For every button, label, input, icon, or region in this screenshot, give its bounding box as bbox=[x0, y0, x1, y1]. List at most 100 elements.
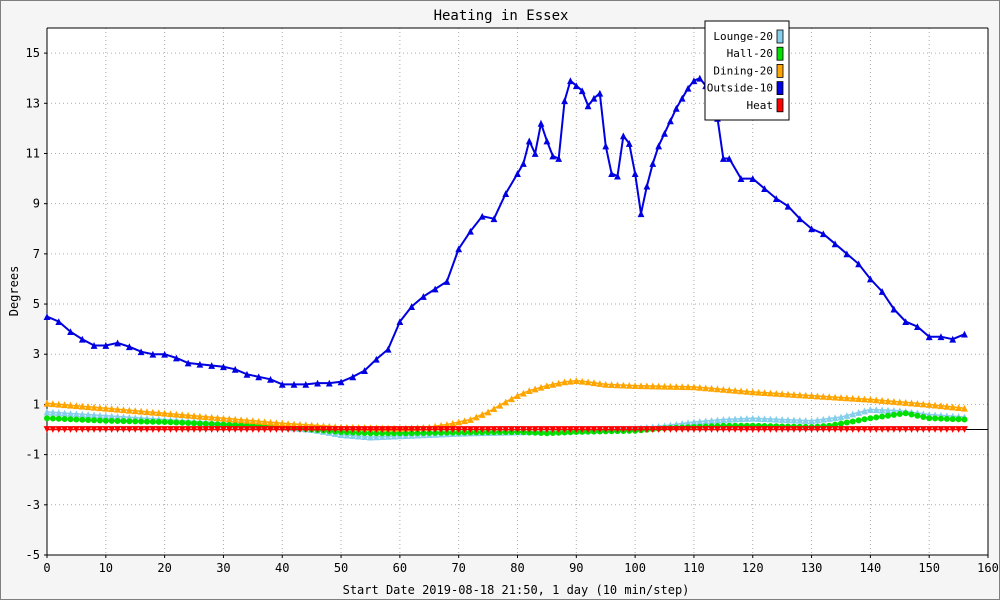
data-point bbox=[437, 426, 445, 433]
data-point bbox=[191, 420, 198, 427]
data-point bbox=[914, 412, 921, 419]
data-point bbox=[278, 419, 286, 427]
data-point bbox=[725, 415, 733, 423]
data-point bbox=[772, 426, 780, 433]
data-point bbox=[472, 426, 480, 433]
data-point bbox=[873, 414, 880, 421]
data-point bbox=[514, 392, 521, 400]
data-point bbox=[731, 386, 739, 394]
legend-label: Lounge-20 bbox=[713, 30, 773, 43]
data-point bbox=[849, 410, 857, 418]
data-point bbox=[231, 426, 239, 433]
data-point bbox=[590, 94, 598, 102]
data-point bbox=[243, 416, 251, 424]
data-point bbox=[378, 426, 386, 433]
data-point bbox=[684, 383, 692, 391]
data-point bbox=[843, 412, 851, 419]
data-point bbox=[290, 426, 298, 433]
data-point bbox=[649, 160, 657, 167]
data-point bbox=[349, 432, 357, 439]
data-point bbox=[325, 379, 333, 387]
data-point bbox=[196, 426, 204, 433]
data-point bbox=[337, 426, 345, 433]
data-point bbox=[278, 426, 286, 433]
data-point bbox=[484, 408, 492, 416]
data-point bbox=[914, 323, 921, 331]
data-point bbox=[114, 405, 121, 413]
data-point bbox=[49, 426, 57, 433]
data-point bbox=[167, 419, 174, 426]
data-point bbox=[290, 420, 298, 428]
y-tick-label: 5 bbox=[33, 297, 40, 311]
data-point bbox=[125, 426, 133, 433]
data-point bbox=[290, 380, 298, 388]
plot-area bbox=[47, 28, 988, 555]
data-point bbox=[84, 403, 92, 411]
x-tick-label: 90 bbox=[569, 561, 583, 575]
data-point bbox=[549, 152, 557, 160]
x-tick-label: 150 bbox=[918, 561, 940, 575]
data-point bbox=[861, 407, 868, 415]
data-point bbox=[220, 421, 227, 428]
x-tick-label: 120 bbox=[742, 561, 764, 575]
data-point bbox=[120, 426, 127, 433]
data-point bbox=[173, 419, 180, 426]
legend-box bbox=[704, 20, 790, 121]
data-point bbox=[684, 426, 692, 433]
data-point bbox=[572, 377, 580, 384]
data-point bbox=[561, 426, 568, 433]
data-point bbox=[267, 375, 274, 383]
data-point bbox=[202, 420, 209, 427]
data-point bbox=[90, 403, 98, 411]
data-point bbox=[61, 426, 69, 433]
data-point bbox=[749, 426, 757, 433]
data-point bbox=[420, 293, 427, 300]
data-point bbox=[361, 430, 368, 437]
data-point bbox=[208, 413, 216, 421]
data-point bbox=[102, 412, 110, 420]
data-point bbox=[484, 426, 492, 433]
data-point bbox=[490, 405, 498, 413]
data-point bbox=[637, 382, 645, 390]
data-point bbox=[208, 426, 216, 433]
data-point bbox=[184, 359, 192, 367]
data-point bbox=[796, 391, 804, 399]
data-point bbox=[649, 426, 657, 433]
data-point bbox=[872, 426, 880, 433]
data-point bbox=[537, 383, 545, 391]
axes bbox=[44, 27, 989, 558]
series-layer bbox=[43, 74, 968, 441]
x-tick-label: 40 bbox=[275, 561, 289, 575]
data-point bbox=[531, 150, 539, 157]
data-point bbox=[843, 250, 851, 258]
data-point bbox=[766, 415, 774, 423]
data-point bbox=[384, 426, 392, 433]
data-point bbox=[549, 430, 556, 437]
data-point bbox=[167, 426, 174, 433]
data-point bbox=[208, 362, 216, 369]
legend-label: Dining-20 bbox=[713, 64, 773, 77]
data-point bbox=[902, 426, 910, 433]
data-point bbox=[643, 426, 651, 433]
legend-swatch bbox=[776, 98, 784, 113]
data-point bbox=[784, 202, 792, 210]
data-point bbox=[655, 426, 663, 433]
data-point bbox=[49, 400, 57, 408]
data-point bbox=[796, 215, 804, 223]
y-tick-label: -5 bbox=[26, 548, 40, 562]
data-point bbox=[766, 426, 774, 433]
tick-labels: 0 10 20 30 40 50 60 70 80 90 100 110 120 130 140 150 160… bbox=[26, 46, 999, 575]
data-point bbox=[443, 278, 451, 285]
data-point bbox=[402, 426, 410, 433]
data-point bbox=[949, 426, 957, 433]
data-point bbox=[190, 426, 198, 433]
data-point bbox=[308, 426, 316, 433]
data-point bbox=[696, 418, 704, 425]
data-point bbox=[467, 426, 474, 433]
data-point bbox=[90, 342, 98, 349]
data-point bbox=[131, 407, 139, 415]
legend: Lounge-20 Hall-20 Dining-20 Outside-10 Heat bbox=[704, 20, 790, 121]
data-point bbox=[702, 384, 710, 392]
data-point bbox=[455, 426, 463, 433]
data-point bbox=[355, 426, 363, 433]
